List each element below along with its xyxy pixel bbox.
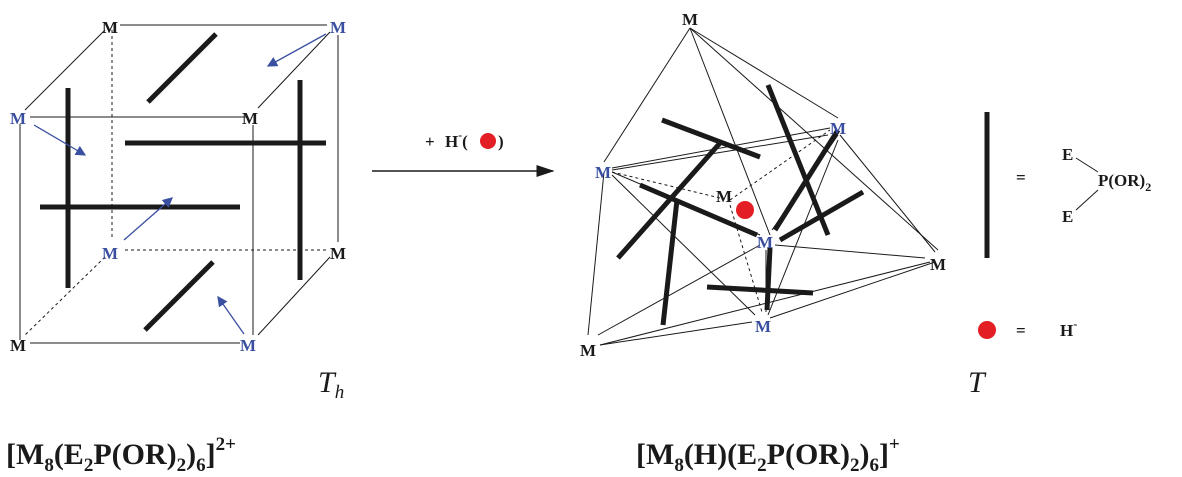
ligand-bar [661, 117, 761, 160]
metal-label: M [930, 255, 946, 274]
metal-label: M [757, 233, 773, 252]
legend-equals: = [1016, 321, 1026, 340]
legend-e-bottom: E [1062, 207, 1073, 226]
cluster-formula: [M8(H)(E2P(OR)2)6]+ [636, 434, 900, 476]
hydride-dot [736, 201, 754, 219]
metal-label: M [830, 119, 846, 138]
ligand-bar [616, 141, 722, 260]
ligand-bar [772, 128, 841, 232]
metal-label: M [330, 244, 346, 263]
ligand-bar [764, 247, 773, 311]
svg-text:): ) [498, 132, 504, 151]
ligand-bar [660, 199, 680, 326]
metal-label: M [10, 109, 26, 128]
ligand-bar [778, 189, 865, 243]
metal-label: M [716, 187, 732, 206]
symmetry-label: T [968, 366, 987, 399]
legend-phosphite: P(OR)2 [1098, 171, 1151, 194]
metal-label: M [240, 336, 256, 355]
ligand-bar [639, 182, 758, 238]
metal-label: M [580, 341, 596, 360]
hydride-dot [480, 133, 496, 149]
reaction-arrow: + H-( ) [372, 128, 555, 177]
metal-label: M [595, 163, 611, 182]
legend-e-top: E [1062, 145, 1073, 164]
legend-hydride: H- [1060, 317, 1077, 340]
metal-label: M [242, 109, 258, 128]
metal-label: M [102, 244, 118, 263]
metal-label: M [682, 10, 698, 29]
cube-formula: [M8(E2P(OR)2)6]2+ [6, 434, 236, 476]
metal-label: M [755, 317, 771, 336]
symmetry-label: Th [318, 366, 344, 403]
metal-label: M [102, 18, 118, 37]
svg-text:+ H-(: + H-( [425, 128, 468, 151]
ligand-bar [146, 32, 218, 104]
cube-diagram: M M M M M M M M Th [10, 18, 346, 403]
legend: = E E P(OR)2 = H- [978, 112, 1151, 340]
metal-label: M [10, 336, 26, 355]
ligand-bar [706, 284, 814, 296]
ligand-bar [765, 84, 831, 236]
ligand-bar [143, 260, 215, 332]
metal-label: M [330, 18, 346, 37]
legend-hydride-dot [978, 321, 996, 339]
legend-equals: = [1016, 168, 1026, 187]
cluster-diagram: M M M M M M M M T [580, 10, 987, 399]
